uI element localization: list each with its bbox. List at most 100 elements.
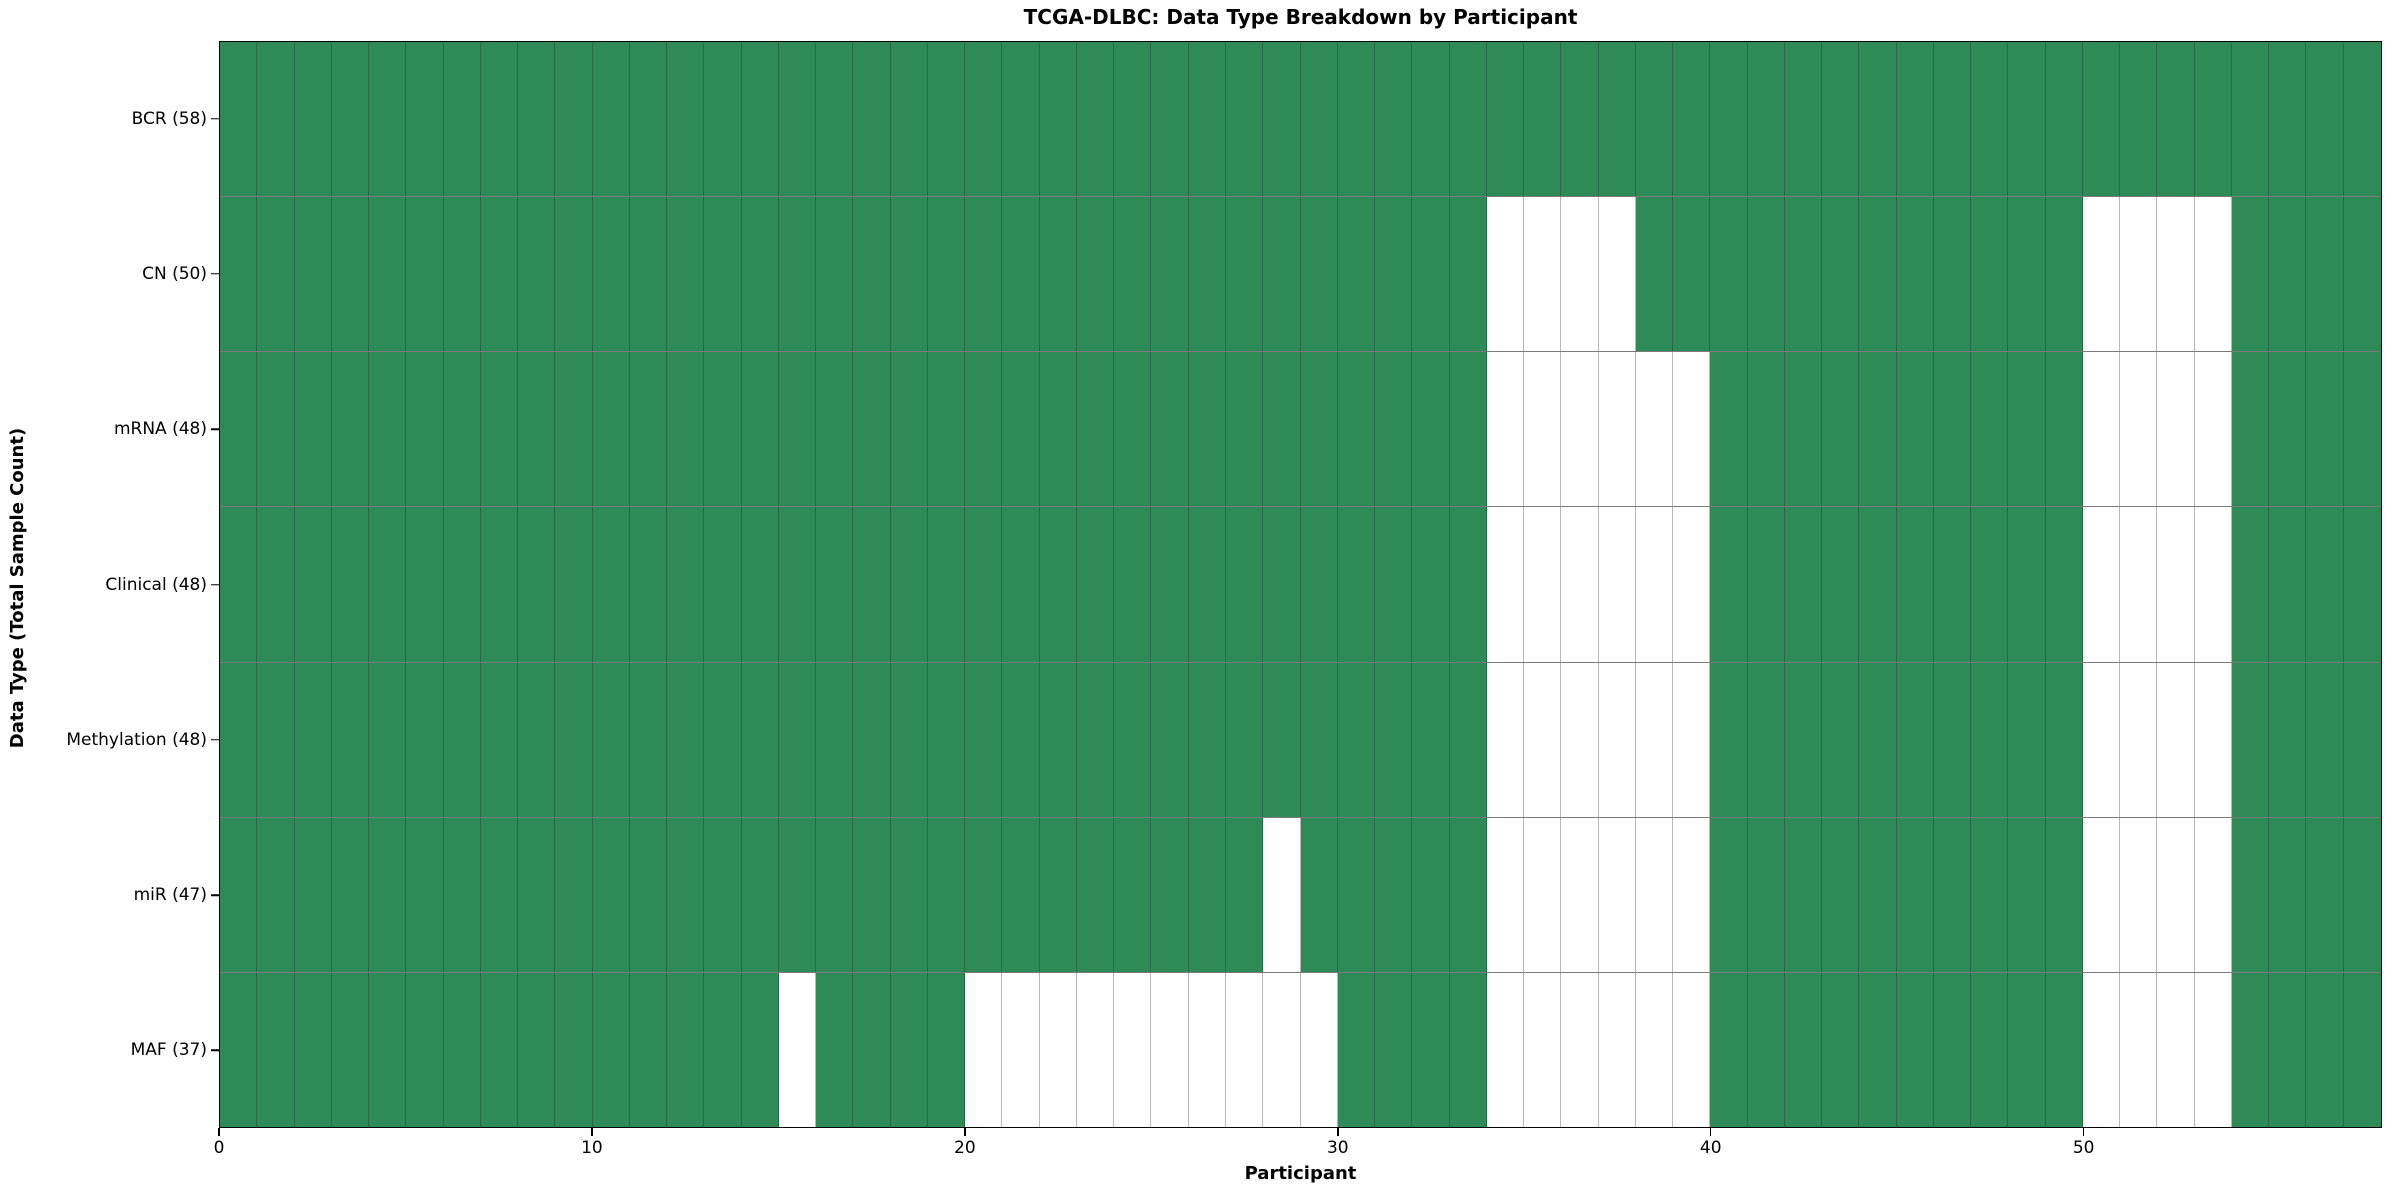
heatmap-cell [1039, 817, 1077, 972]
heatmap-cell [1225, 972, 1264, 1127]
heatmap-row-Clinical [220, 507, 2381, 663]
heatmap-cell [220, 972, 258, 1127]
heatmap-cell [2082, 197, 2121, 352]
heatmap-cell [965, 197, 1003, 352]
heatmap-cell [1635, 352, 1674, 507]
heatmap-cell [965, 817, 1003, 972]
heatmap-cell [1076, 352, 1115, 507]
heatmap-cell [1412, 352, 1450, 507]
heatmap-cell [853, 197, 891, 352]
heatmap-cell [1859, 662, 1897, 817]
heatmap-cell [1747, 197, 1785, 352]
heatmap-cell [592, 197, 630, 352]
heatmap-cell [1449, 197, 1487, 352]
heatmap-cell [1151, 352, 1189, 507]
heatmap-row-CN [220, 197, 2381, 353]
heatmap-cell [592, 972, 630, 1127]
heatmap-cell [1784, 662, 1823, 817]
heatmap-cell [1151, 972, 1189, 1127]
x-tick-label-20: 20 [954, 1138, 976, 1158]
heatmap-cell [331, 662, 370, 817]
heatmap-cell [1598, 197, 1636, 352]
heatmap-cell [2008, 662, 2046, 817]
heatmap-cell [853, 352, 891, 507]
heatmap-cell [667, 197, 705, 352]
heatmap-cell [2194, 507, 2232, 662]
x-tick-label-50: 50 [2072, 1138, 2095, 1158]
heatmap-cell [2157, 42, 2195, 197]
heatmap-cell [1188, 972, 1226, 1127]
heatmap-cell [1300, 972, 1338, 1127]
x-tick-mark [1337, 1128, 1339, 1136]
heatmap-cell [1859, 817, 1897, 972]
heatmap-cell [1524, 197, 1562, 352]
heatmap-cell [1561, 662, 1599, 817]
heatmap-cell [592, 42, 630, 197]
heatmap-cell [667, 817, 705, 972]
heatmap-cell [1002, 197, 1040, 352]
heatmap-cell [294, 197, 332, 352]
heatmap-cell [2157, 507, 2195, 662]
heatmap-cell [1076, 197, 1115, 352]
heatmap-cell [1486, 352, 1525, 507]
heatmap-cell [2120, 662, 2158, 817]
heatmap-cell [2008, 507, 2046, 662]
heatmap-cell [1635, 507, 1674, 662]
heatmap-cell [2045, 817, 2083, 972]
heatmap-cell [1598, 507, 1636, 662]
heatmap-cell [369, 507, 407, 662]
heatmap-cell [1263, 507, 1301, 662]
heatmap-cell [1300, 817, 1338, 972]
heatmap-cell [927, 197, 966, 352]
heatmap-cell [1263, 662, 1301, 817]
heatmap-cell [1561, 42, 1599, 197]
heatmap-cell [741, 42, 779, 197]
heatmap-cell [443, 352, 481, 507]
heatmap-cell [257, 42, 295, 197]
heatmap-cell [1114, 662, 1152, 817]
heatmap-cell [2231, 197, 2270, 352]
heatmap-cell [1822, 197, 1860, 352]
heatmap-cell [816, 42, 854, 197]
heatmap-cell [331, 42, 370, 197]
heatmap-row-BCR [220, 42, 2381, 198]
heatmap-cell [2045, 197, 2083, 352]
heatmap-cell [1635, 197, 1674, 352]
heatmap-cell [518, 352, 556, 507]
heatmap-cell [741, 817, 779, 972]
heatmap-cell [1710, 197, 1748, 352]
heatmap-cell [2343, 42, 2381, 197]
heatmap-cell [1002, 352, 1040, 507]
heatmap-cell [667, 662, 705, 817]
heatmap-cell [2343, 507, 2381, 662]
heatmap-cell [1561, 972, 1599, 1127]
heatmap-cell [2045, 507, 2083, 662]
x-tick-label-0: 0 [213, 1138, 225, 1158]
heatmap-cell [257, 662, 295, 817]
heatmap-cell [1002, 662, 1040, 817]
heatmap-cell [1673, 197, 1711, 352]
heatmap-cell [1896, 42, 1934, 197]
heatmap-cell [220, 42, 258, 197]
heatmap-cell [257, 352, 295, 507]
heatmap-cell [518, 662, 556, 817]
heatmap-cell [1039, 972, 1077, 1127]
heatmap-cell [1859, 972, 1897, 1127]
heatmap-grid [220, 42, 2381, 1127]
heatmap-cell [1300, 352, 1338, 507]
x-tick-mark [964, 1128, 966, 1136]
heatmap-cell [331, 817, 370, 972]
heatmap-cell [1412, 42, 1450, 197]
heatmap-cell [480, 197, 519, 352]
heatmap-cell [1673, 817, 1711, 972]
heatmap-cell [890, 817, 928, 972]
heatmap-cell [704, 42, 742, 197]
heatmap-cell [555, 507, 593, 662]
heatmap-cell [1971, 817, 2009, 972]
heatmap-cell [443, 197, 481, 352]
heatmap-cell [2269, 507, 2307, 662]
heatmap-cell [1375, 662, 1413, 817]
heatmap-cell [294, 42, 332, 197]
heatmap-cell [2343, 972, 2381, 1127]
heatmap-cell [853, 972, 891, 1127]
